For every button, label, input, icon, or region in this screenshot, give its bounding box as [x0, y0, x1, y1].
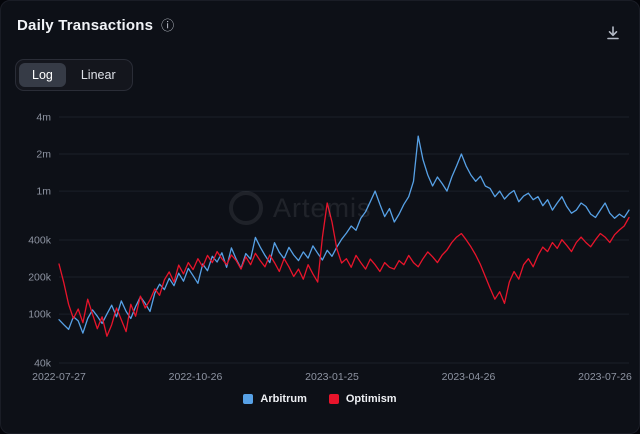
legend-swatch-arbitrum	[243, 394, 254, 404]
series-line-optimism	[58, 202, 630, 337]
legend-item-optimism[interactable]: Optimism	[328, 393, 397, 405]
toggle-log-button[interactable]: Log	[19, 63, 66, 87]
page-title: Daily Transactions	[17, 17, 154, 34]
toggle-linear-button[interactable]: Linear	[68, 63, 129, 87]
download-icon	[607, 26, 619, 40]
legend-label: Arbitrum	[260, 393, 307, 405]
info-icon[interactable]: ⓘ	[161, 18, 175, 33]
y-axis-label: 400k	[28, 235, 52, 247]
x-axis-label: 2023-01-25	[305, 371, 359, 383]
legend-swatch-optimism	[328, 394, 339, 404]
x-axis-label: 2023-04-26	[442, 371, 496, 383]
legend-label: Optimism	[345, 393, 397, 405]
y-axis-label: 200k	[28, 272, 52, 284]
x-axis-label: 2023-07-26	[578, 371, 632, 383]
series-line-arbitrum	[58, 135, 630, 334]
chart-legend: Arbitrum Optimism	[1, 393, 639, 405]
y-axis-label: 4m	[36, 112, 51, 124]
chart-header: Daily Transactions ⓘ	[1, 1, 639, 40]
x-axis-label: 2022-10-26	[169, 371, 223, 383]
y-axis-label: 40k	[34, 358, 52, 370]
x-axis-label: 2022-07-27	[32, 371, 86, 383]
y-axis-label: 100k	[28, 309, 52, 321]
y-axis-label: 1m	[36, 186, 51, 198]
download-button[interactable]	[601, 21, 625, 48]
y-axis-label: 2m	[36, 149, 51, 161]
scale-toggle: Log Linear	[15, 59, 133, 91]
legend-item-arbitrum[interactable]: Arbitrum	[243, 393, 307, 405]
